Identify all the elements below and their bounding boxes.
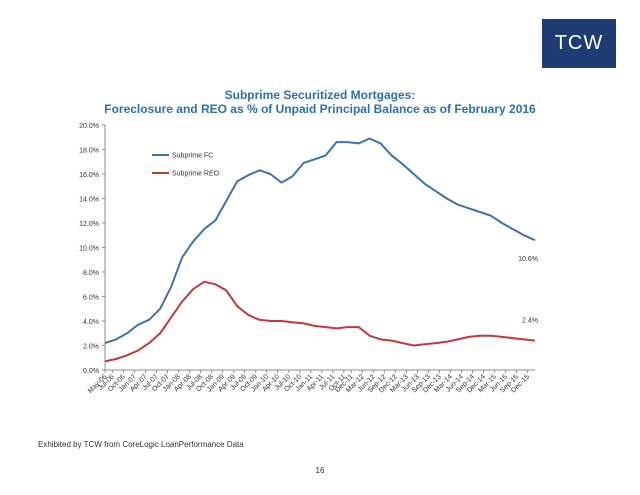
y-tick-label: 20.0% — [79, 123, 99, 130]
legend-label-subprime-reo: Subprime REO — [172, 171, 220, 178]
data-label-subprime-reo: 2.4% — [522, 318, 538, 325]
tcw-logo: TCW — [542, 19, 616, 68]
legend-label-subprime-fc: Subprime FC — [172, 153, 213, 160]
chart-title: Subprime Securitized Mortgages: — [224, 88, 416, 102]
y-tick-label: 2.0% — [83, 344, 99, 351]
data-label-subprime-fc: 10.6% — [518, 256, 538, 263]
y-tick-label: 18.0% — [79, 148, 99, 155]
chart-subtitle: Foreclosure and REO as % of Unpaid Princ… — [104, 102, 536, 116]
y-tick-label: 6.0% — [83, 295, 99, 302]
y-tick-label: 14.0% — [79, 197, 99, 204]
y-tick-label: 12.0% — [79, 221, 99, 228]
y-tick-label: 4.0% — [83, 319, 99, 326]
source-note: Exhibited by TCW from CoreLogic LoanPerf… — [38, 440, 244, 449]
y-tick-label: 0.0% — [83, 368, 99, 375]
y-tick-label: 8.0% — [83, 270, 99, 277]
page-number: 16 — [315, 466, 325, 475]
series-line-subprime-reo — [104, 280, 536, 363]
y-tick-label: 10.0% — [79, 246, 99, 253]
series-line-subprime-fc — [104, 137, 536, 345]
y-tick-label: 16.0% — [79, 172, 99, 179]
